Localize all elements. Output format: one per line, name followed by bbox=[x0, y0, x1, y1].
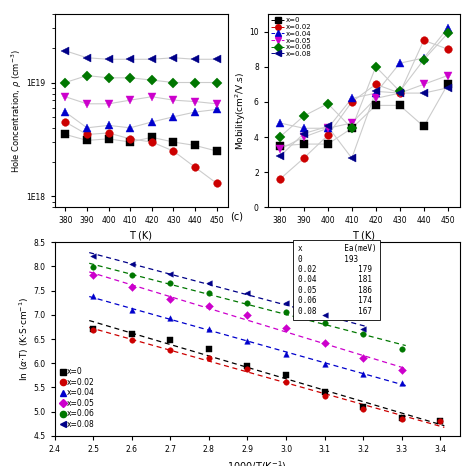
Point bbox=[128, 260, 136, 268]
Point bbox=[166, 336, 174, 344]
X-axis label: 1000/T(K$^{-1}$): 1000/T(K$^{-1}$) bbox=[228, 459, 287, 466]
Point bbox=[437, 418, 444, 425]
Point bbox=[89, 326, 97, 333]
Point bbox=[89, 264, 97, 271]
Point bbox=[128, 330, 136, 338]
Point bbox=[128, 283, 136, 290]
Text: (c): (c) bbox=[230, 212, 244, 221]
Point bbox=[89, 271, 97, 279]
Point bbox=[321, 360, 328, 368]
Point bbox=[244, 289, 251, 297]
Point bbox=[359, 330, 367, 338]
Point bbox=[89, 327, 97, 334]
Point bbox=[437, 418, 444, 425]
Point bbox=[321, 311, 328, 319]
Point bbox=[205, 280, 213, 287]
Y-axis label: Mobility(cm$^2$/V.s): Mobility(cm$^2$/V.s) bbox=[233, 71, 248, 150]
Legend: x=0, x=0.02, x=0.04, x=0.05, x=0.06, x=0.08: x=0, x=0.02, x=0.04, x=0.05, x=0.06, x=0… bbox=[270, 16, 313, 58]
Point bbox=[244, 311, 251, 319]
Point bbox=[283, 308, 290, 316]
X-axis label: T (K): T (K) bbox=[129, 231, 153, 241]
Point bbox=[398, 379, 406, 386]
Point bbox=[398, 414, 406, 422]
Point bbox=[128, 306, 136, 314]
Point bbox=[166, 280, 174, 287]
Point bbox=[321, 319, 328, 327]
Point bbox=[205, 289, 213, 297]
Point bbox=[398, 367, 406, 374]
Point bbox=[321, 392, 328, 400]
Point bbox=[205, 345, 213, 352]
Point bbox=[244, 365, 251, 373]
Point bbox=[283, 378, 290, 385]
Point bbox=[359, 370, 367, 377]
Point bbox=[89, 293, 97, 300]
Point bbox=[205, 326, 213, 333]
Point bbox=[166, 295, 174, 303]
Point bbox=[283, 299, 290, 307]
Point bbox=[244, 299, 251, 307]
Point bbox=[359, 403, 367, 411]
Point bbox=[244, 338, 251, 345]
X-axis label: T (K): T (K) bbox=[352, 231, 375, 241]
Legend: x=0, x=0.02, x=0.04, x=0.05, x=0.06, x=0.08: x=0, x=0.02, x=0.04, x=0.05, x=0.06, x=0… bbox=[58, 364, 98, 432]
Y-axis label: Hole Concentration, $\rho$ (cm$^{-3}$): Hole Concentration, $\rho$ (cm$^{-3}$) bbox=[9, 49, 24, 172]
Point bbox=[283, 350, 290, 357]
Point bbox=[359, 355, 367, 362]
Point bbox=[128, 271, 136, 279]
Point bbox=[398, 415, 406, 423]
Y-axis label: ln ($\alpha$$\cdot$T) (K$\cdot$S$\cdot$cm$^{-1}$): ln ($\alpha$$\cdot$T) (K$\cdot$S$\cdot$c… bbox=[17, 297, 31, 381]
Point bbox=[128, 336, 136, 344]
Text: x         Ea(meV)
0         193
0.02         179
0.04         181
0.05         1: x Ea(meV) 0 193 0.02 179 0.04 181 0.05 1 bbox=[298, 244, 376, 315]
Point bbox=[283, 371, 290, 379]
Point bbox=[359, 405, 367, 413]
Point bbox=[398, 345, 406, 352]
Point bbox=[205, 355, 213, 362]
Point bbox=[166, 315, 174, 322]
Point bbox=[244, 362, 251, 370]
Point bbox=[321, 389, 328, 396]
Point bbox=[283, 325, 290, 332]
Point bbox=[166, 346, 174, 353]
Point bbox=[321, 339, 328, 347]
Point bbox=[89, 252, 97, 260]
Point bbox=[359, 326, 367, 333]
Point bbox=[205, 302, 213, 310]
Point bbox=[166, 270, 174, 277]
